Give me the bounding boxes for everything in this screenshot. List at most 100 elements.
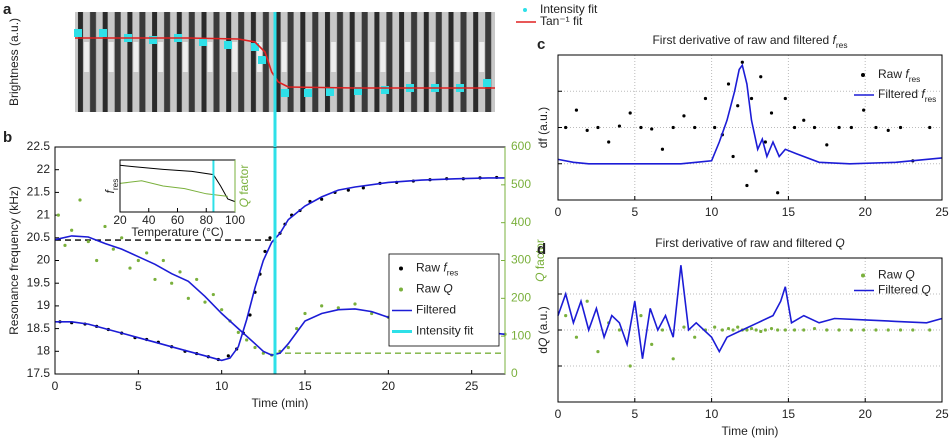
x-tick-label: 0 — [555, 407, 562, 421]
point — [574, 335, 579, 339]
x-tick-label: 20 — [859, 407, 873, 421]
point — [186, 296, 190, 300]
x-axis-label: Temperature (°C) — [131, 225, 223, 239]
x-axis-label: Time (min) — [252, 396, 309, 410]
line — [75, 37, 495, 89]
point — [726, 82, 731, 86]
point — [849, 328, 853, 332]
y2-tick-label: 100 — [511, 328, 531, 342]
point — [178, 270, 182, 274]
point — [346, 188, 350, 192]
point — [759, 75, 763, 79]
legend-box — [388, 253, 500, 347]
point — [802, 328, 806, 332]
point — [86, 239, 90, 244]
point — [745, 328, 749, 332]
point — [136, 258, 140, 263]
text-part: Filtered — [878, 283, 921, 297]
point — [693, 335, 697, 339]
y-tick-label: 18.5 — [27, 321, 51, 335]
y-tick-label: 18 — [37, 343, 51, 357]
point — [671, 357, 675, 361]
point — [145, 251, 149, 255]
marker — [304, 89, 312, 97]
point — [268, 236, 272, 240]
panel-letter: c — [537, 36, 545, 53]
x-tick-label: 25 — [935, 407, 949, 421]
point — [286, 345, 290, 350]
y-tick-label: 21 — [37, 207, 51, 221]
chart-title: First derivative of raw and filtered Q — [655, 236, 844, 250]
x-tick-label: 15 — [298, 379, 312, 393]
text-part: f — [443, 261, 448, 275]
text-part: res — [836, 40, 848, 50]
y2-tick-label: 600 — [511, 139, 531, 153]
point — [898, 328, 903, 332]
point — [253, 345, 257, 350]
point — [759, 329, 763, 334]
line — [557, 265, 943, 359]
point — [749, 96, 754, 101]
point — [574, 108, 579, 112]
text-part: Q — [443, 282, 452, 296]
point — [911, 328, 915, 332]
text-part: Q — [237, 198, 251, 207]
marker — [74, 29, 82, 37]
marker — [99, 29, 107, 37]
text-part: Q — [921, 283, 930, 297]
x-tick-label: 20 — [859, 205, 873, 219]
x-tick-label: 60 — [171, 213, 185, 227]
legend-label: Raw Q — [416, 282, 453, 296]
point — [660, 147, 665, 151]
x-tick-label: 100 — [225, 213, 245, 227]
point — [776, 328, 780, 332]
x-tick-label: 10 — [215, 379, 229, 393]
text-part: First derivative of raw and filtered — [652, 33, 832, 47]
point — [671, 125, 675, 130]
marker — [149, 36, 157, 44]
point — [837, 125, 841, 130]
x-axis-label: Time (min) — [722, 424, 779, 438]
text-part: factor — [533, 239, 547, 272]
point — [295, 327, 299, 331]
point — [660, 328, 665, 332]
y-tick-label: 22 — [37, 162, 51, 176]
point — [585, 128, 589, 132]
line — [119, 180, 228, 197]
point — [783, 328, 787, 332]
point — [783, 96, 787, 101]
point — [617, 124, 622, 128]
y-tick-label: 20.5 — [27, 230, 51, 244]
legend-symbol — [399, 266, 403, 271]
point — [120, 236, 124, 240]
text-part: f — [833, 33, 838, 47]
point — [203, 300, 207, 304]
point — [693, 125, 697, 130]
y2-tick-label: 300 — [511, 253, 531, 267]
point — [639, 125, 643, 130]
legend-label: Raw fres — [878, 67, 920, 84]
text-part: Filtered — [878, 87, 921, 101]
y-axis-label: dQ (a.u.) — [536, 306, 550, 353]
marker — [281, 89, 289, 97]
legend-label: Raw fres — [416, 261, 458, 278]
text-part: res — [909, 74, 921, 84]
line — [54, 235, 506, 356]
text-part: Raw — [416, 282, 443, 296]
marker — [354, 87, 362, 95]
y-tick-label: 22.5 — [27, 139, 51, 153]
point — [161, 258, 165, 263]
point — [736, 104, 740, 108]
point — [825, 328, 829, 332]
point — [792, 125, 797, 130]
point — [320, 197, 324, 201]
legend-label: Filtered — [416, 303, 456, 317]
point — [303, 311, 307, 316]
text-part: f — [103, 188, 117, 193]
text-part: res — [447, 268, 459, 278]
point — [95, 258, 99, 263]
y2-tick-label: 200 — [511, 291, 531, 305]
x-tick-label: 10 — [705, 205, 719, 219]
y-axis-label: fres — [103, 179, 120, 194]
